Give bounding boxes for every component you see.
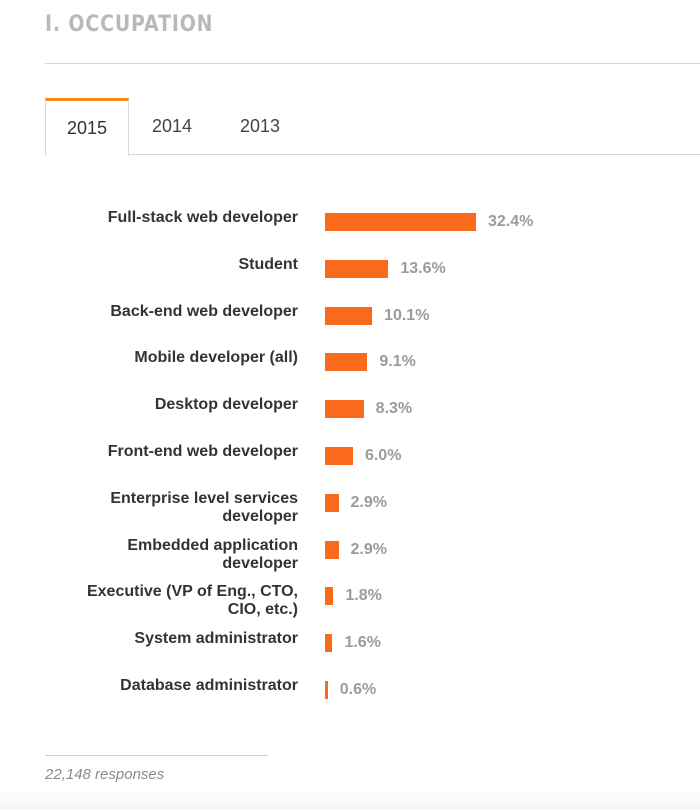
bar — [325, 681, 328, 699]
category-label: Front-end web developer — [107, 443, 298, 460]
category-label: Back-end web developer — [110, 302, 298, 320]
bar — [325, 400, 364, 419]
bar — [325, 306, 373, 325]
category-label: Database administrator — [120, 677, 298, 694]
bar — [325, 447, 353, 465]
bar — [325, 213, 476, 231]
value-label: 2.9% — [350, 540, 387, 558]
value-label: 0.6% — [339, 681, 377, 698]
bar — [325, 353, 368, 372]
tab-2015[interactable]: 2015 — [45, 98, 129, 156]
tab-baseline — [45, 154, 700, 155]
value-label: 13.6% — [400, 259, 446, 277]
bottom-fade — [0, 787, 700, 809]
category-label: Student — [238, 255, 298, 273]
bar — [325, 259, 389, 278]
value-label: 1.6% — [344, 634, 381, 652]
value-label: 2.9% — [350, 493, 387, 511]
section-title: I. OCCUPATION — [45, 12, 214, 37]
value-label: 8.3% — [375, 400, 413, 418]
tab-2013[interactable]: 2013 — [239, 116, 281, 136]
category-label: Executive (VP of Eng., CTO, CIO, etc.) — [86, 583, 298, 619]
value-label: 32.4% — [488, 213, 534, 230]
bar — [325, 587, 334, 606]
response-count: 22,148 responses — [45, 766, 165, 783]
value-label: 1.8% — [345, 587, 382, 605]
tab-2014[interactable]: 2014 — [151, 116, 193, 136]
title-divider — [45, 63, 700, 64]
category-label: Desktop developer — [154, 396, 298, 414]
year-tabs: 2015 2014 2013 — [45, 98, 700, 156]
value-label: 6.0% — [364, 447, 402, 464]
category-label: Embedded application developer — [127, 536, 298, 572]
category-label: Enterprise level services developer — [110, 489, 298, 525]
category-label: Mobile developer (all) — [134, 349, 298, 367]
bar — [325, 634, 333, 653]
bar — [325, 493, 339, 512]
category-label: Full-stack web developer — [107, 209, 298, 226]
value-label: 9.1% — [379, 353, 416, 371]
bar — [325, 540, 339, 559]
value-label: 10.1% — [384, 306, 430, 324]
category-label: System administrator — [134, 630, 298, 648]
footer-divider — [45, 755, 268, 756]
